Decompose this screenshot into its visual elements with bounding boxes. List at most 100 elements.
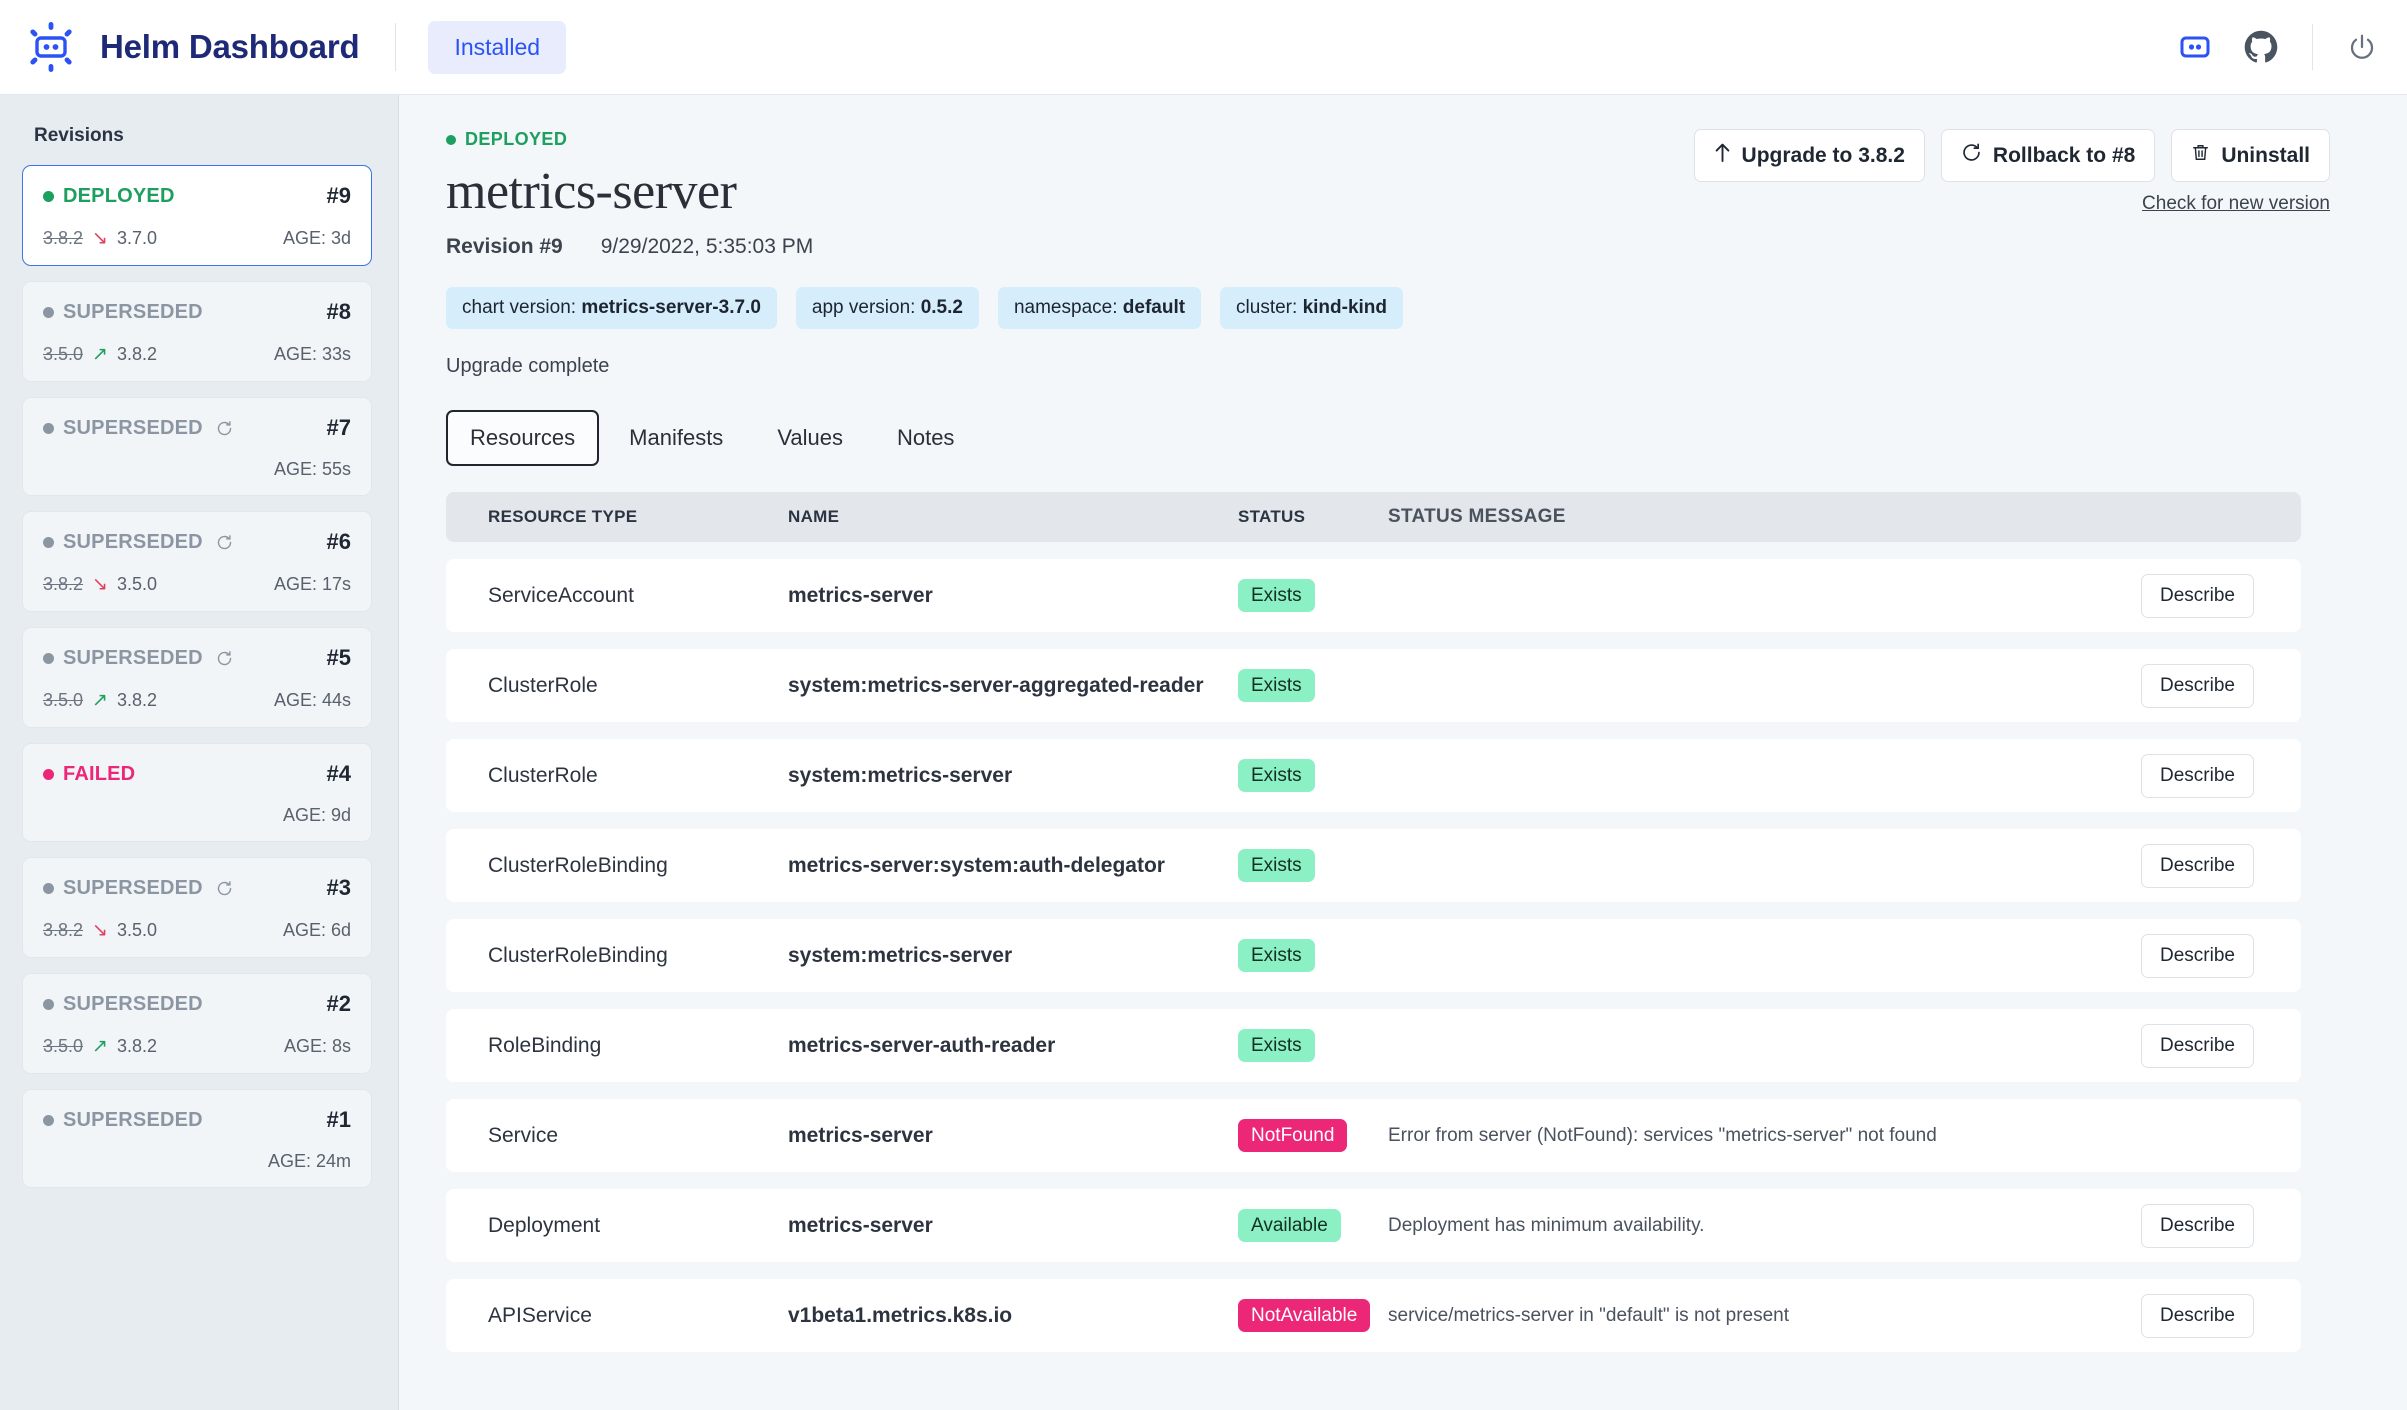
revision-status: SUPERSEDED — [43, 301, 203, 324]
revision-card[interactable]: SUPERSEDED #3 3.8.2 ↘ 3.5.0 AGE: 6d — [22, 857, 372, 958]
revision-age: AGE: 8s — [283, 1036, 351, 1056]
rollback-label: Rollback to #8 — [1992, 143, 2136, 167]
arrow-up-icon: ↗ — [92, 690, 108, 711]
table-row: APIService v1beta1.metrics.k8s.io NotAvail… — [446, 1279, 2301, 1352]
helm-docs-icon[interactable] — [2180, 35, 2210, 59]
check-new-version-link[interactable]: Check for new version — [2142, 193, 2330, 214]
cell-status: NotFound — [1238, 1119, 1388, 1152]
revision-number: #5 — [326, 645, 351, 670]
content-tabs: Resources Manifests Values Notes — [446, 410, 2407, 466]
revision-status: SUPERSEDED — [43, 417, 233, 440]
revision-list: DEPLOYED #9 3.8.2 ↘ 3.7.0 AGE: 3d SUPERSEDED #8… — [22, 165, 372, 1188]
cell-actions: Describe — [2141, 1203, 2301, 1248]
status-badge: Exists — [1238, 1029, 1315, 1062]
revision-status: SUPERSEDED — [43, 531, 233, 554]
cell-name: system:metrics-server-aggregated-reader — [788, 673, 1204, 697]
arrow-up-icon: ↗ — [92, 344, 108, 365]
release-actions: Upgrade to 3.8.2 Rollback to #8 — [1693, 129, 2330, 215]
table-row: ClusterRoleBinding system:metrics-server E… — [446, 919, 2301, 992]
cell-name: metrics-server — [788, 1123, 933, 1147]
describe-button[interactable]: Describe — [2141, 1293, 2254, 1338]
table-row: ClusterRoleBinding metrics-server:system:… — [446, 829, 2301, 902]
column-header-status: STATUS — [1238, 507, 1306, 526]
release-description: Upgrade complete — [446, 355, 610, 377]
revision-status-label: SUPERSEDED — [63, 646, 203, 669]
cell-status: NotAvailable — [1238, 1299, 1388, 1332]
describe-button[interactable]: Describe — [2141, 1023, 2254, 1068]
describe-button[interactable]: Describe — [2141, 1203, 2254, 1248]
rotate-ccw-icon — [1961, 142, 1982, 169]
revision-status: DEPLOYED — [43, 185, 175, 208]
table-row: RoleBinding metrics-server-auth-reader Exi… — [446, 1009, 2301, 1082]
power-icon[interactable] — [2347, 32, 2377, 62]
revision-age: AGE: 17s — [273, 574, 351, 594]
new-version: 3.8.2 — [116, 344, 158, 364]
cell-resource-type: ClusterRole — [488, 673, 598, 697]
revision-card[interactable]: SUPERSEDED #8 3.5.0 ↗ 3.8.2 AGE: 33s — [22, 281, 372, 382]
table-body: ServiceAccount metrics-server Exists Descri… — [446, 559, 2301, 1352]
revision-card[interactable]: FAILED #4 AGE: 9d — [22, 743, 372, 842]
status-dot-icon — [43, 998, 54, 1010]
badge-label: namespace: — [1013, 297, 1118, 318]
tab-manifests[interactable]: Manifests — [629, 425, 724, 450]
cell-actions: Describe — [2141, 753, 2301, 798]
revision-card[interactable]: DEPLOYED #9 3.8.2 ↘ 3.7.0 AGE: 3d — [22, 165, 372, 266]
cell-actions: Describe — [2141, 933, 2301, 978]
status-badge: NotFound — [1238, 1119, 1348, 1152]
version-change: 3.8.2 ↘ 3.5.0 — [43, 919, 157, 942]
revision-status: SUPERSEDED — [43, 1109, 203, 1132]
status-dot-icon — [43, 306, 54, 318]
column-header-status-message: STATUS MESSAGE — [1388, 506, 1566, 527]
table-row: ServiceAccount metrics-server Exists Descri… — [446, 559, 2301, 632]
cell-resource-type: ServiceAccount — [488, 583, 634, 607]
tab-resources[interactable]: Resources — [446, 410, 600, 466]
cell-status-message: Deployment has minimum availability. — [1388, 1214, 1705, 1236]
revision-status-label: SUPERSEDED — [63, 416, 203, 439]
describe-button[interactable]: Describe — [2141, 663, 2254, 708]
revision-status: FAILED — [43, 763, 135, 786]
revision-card[interactable]: SUPERSEDED #6 3.8.2 ↘ 3.5.0 AGE: 17s — [22, 511, 372, 612]
revision-age: AGE: 3d — [282, 228, 351, 248]
revision-card[interactable]: SUPERSEDED #1 AGE: 24m — [22, 1089, 372, 1188]
release-badge: app version: 0.5.2 — [795, 287, 979, 329]
github-icon[interactable] — [2244, 30, 2278, 64]
describe-button[interactable]: Describe — [2141, 843, 2254, 888]
describe-button[interactable]: Describe — [2141, 753, 2254, 798]
new-version: 3.8.2 — [116, 690, 158, 710]
release-status: DEPLOYED — [446, 129, 2407, 150]
revision-status-label: FAILED — [63, 762, 136, 785]
revision-status: SUPERSEDED — [43, 877, 233, 900]
helm-robot-icon — [22, 18, 80, 76]
revision-status-label: SUPERSEDED — [63, 992, 203, 1015]
cell-status: Exists — [1238, 849, 1388, 882]
revision-age: AGE: 55s — [273, 459, 351, 479]
rollback-indicator-icon — [216, 880, 233, 897]
cell-actions: Describe — [2141, 573, 2301, 618]
arrow-up-icon: ↗ — [92, 1036, 108, 1057]
revision-card[interactable]: SUPERSEDED #2 3.5.0 ↗ 3.8.2 AGE: 8s — [22, 973, 372, 1074]
release-badge: chart version: metrics-server-3.7.0 — [446, 287, 777, 329]
rollback-indicator-icon — [216, 420, 233, 437]
badge-label: chart version: — [462, 297, 577, 318]
uninstall-button[interactable]: Uninstall — [2171, 129, 2330, 182]
tab-installed[interactable]: Installed — [428, 20, 567, 74]
rollback-button[interactable]: Rollback to #8 — [1940, 129, 2156, 182]
cell-status: Available — [1238, 1209, 1388, 1242]
cell-actions: Describe — [2141, 1023, 2301, 1068]
trash-icon — [2191, 142, 2210, 169]
describe-button[interactable]: Describe — [2141, 933, 2254, 978]
revision-age: AGE: 33s — [273, 344, 351, 364]
revision-status-label: SUPERSEDED — [63, 300, 203, 323]
upgrade-button[interactable]: Upgrade to 3.8.2 — [1693, 129, 1925, 182]
tab-values[interactable]: Values — [777, 425, 843, 450]
revision-card[interactable]: SUPERSEDED #7 AGE: 55s — [22, 397, 372, 496]
describe-button[interactable]: Describe — [2141, 573, 2254, 618]
tab-notes[interactable]: Notes — [896, 425, 955, 450]
revision-number: #2 — [326, 991, 351, 1016]
status-dot-icon — [43, 768, 54, 780]
version-change: 3.8.2 ↘ 3.5.0 — [43, 573, 157, 596]
revision-card[interactable]: SUPERSEDED #5 3.5.0 ↗ 3.8.2 AGE: 44s — [22, 627, 372, 728]
badge-value: metrics-server-3.7.0 — [581, 297, 761, 318]
column-header-name: NAME — [788, 507, 840, 526]
new-version: 3.7.0 — [116, 228, 158, 248]
